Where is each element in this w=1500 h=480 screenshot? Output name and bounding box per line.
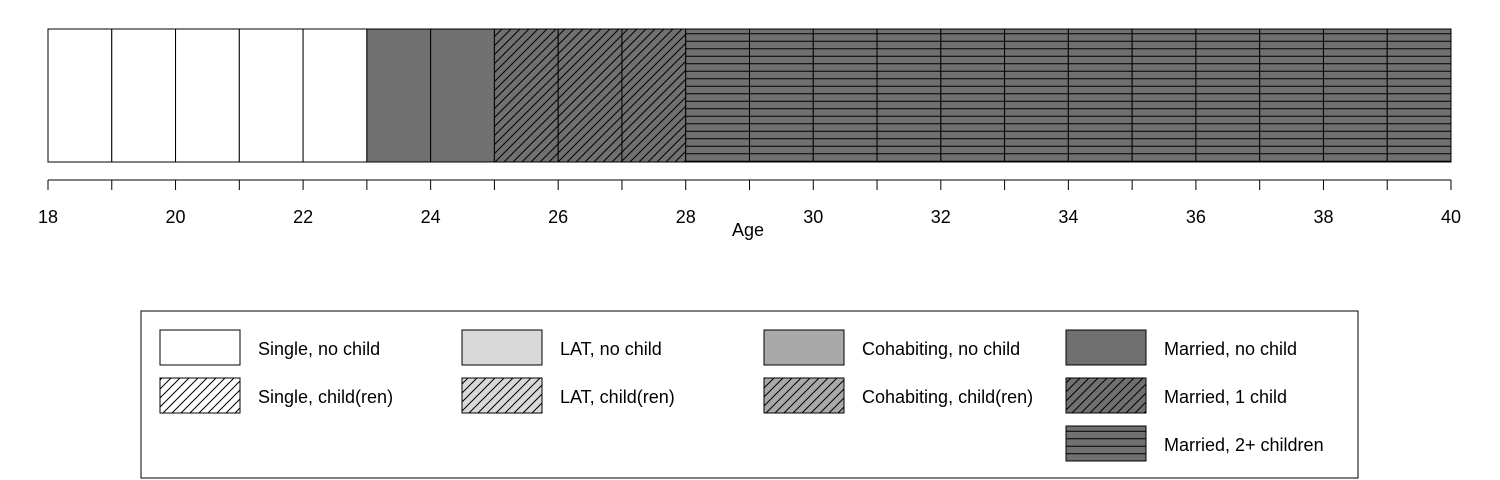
sequence-cell-hatch xyxy=(685,29,750,162)
sequence-cell-hatch xyxy=(749,29,814,162)
legend-item: Married, no child xyxy=(1065,329,1297,366)
legend-label: Married, 2+ children xyxy=(1164,435,1324,455)
x-tick-label: 36 xyxy=(1186,207,1206,227)
sequence-cell-hatch xyxy=(1068,29,1133,162)
sequence-cell xyxy=(557,28,623,163)
legend-item: LAT, no child xyxy=(461,329,662,366)
legend-label: Married, 1 child xyxy=(1164,387,1287,407)
x-tick-label: 32 xyxy=(931,207,951,227)
legend-swatch-border xyxy=(1065,377,1147,414)
sequence-cell xyxy=(621,28,687,163)
x-tick-label: 24 xyxy=(421,207,441,227)
x-axis-label: Age xyxy=(732,220,764,240)
legend-box xyxy=(140,310,1359,479)
legend-label: Married, no child xyxy=(1164,339,1297,359)
legend-swatch-fill xyxy=(764,330,844,365)
legend-item: Cohabiting, no child xyxy=(763,329,1020,366)
legend: Single, no child Single, child(ren) LAT, n… xyxy=(140,310,1359,479)
sequence-cell-fill xyxy=(430,29,495,162)
sequence-cell xyxy=(1386,28,1452,163)
sequence-cell xyxy=(940,28,1006,163)
sequence-cell-fill xyxy=(303,29,367,162)
x-tick-label: 40 xyxy=(1441,207,1461,227)
sequence-cell xyxy=(47,28,113,163)
x-tick-label: 22 xyxy=(293,207,313,227)
legend-label: Single, child(ren) xyxy=(258,387,393,407)
sequence-cell-hatch xyxy=(813,29,878,162)
legend-swatch-border xyxy=(461,377,543,414)
sequence-cell xyxy=(812,28,878,163)
sequence-cell-hatch xyxy=(494,29,559,162)
sequence-cell-hatch xyxy=(558,29,622,162)
sequence-cell xyxy=(749,28,814,163)
sequence-cell-hatch xyxy=(1387,29,1451,162)
sequence-cell xyxy=(1322,28,1388,163)
legend-swatch-hatch xyxy=(1066,378,1146,413)
legend-label: Cohabiting, child(ren) xyxy=(862,387,1033,407)
sequence-cell xyxy=(366,28,432,163)
sequence-cell xyxy=(1131,28,1197,163)
legend-swatch-border xyxy=(1065,425,1147,462)
sequence-cell-fill xyxy=(48,29,112,162)
sequence-cell xyxy=(111,28,177,163)
sequence-cell xyxy=(685,28,751,163)
x-axis: 18 20 22 24 26 28 30 32 34 36 38 40 xyxy=(38,179,1461,227)
sequence-cell-hatch xyxy=(621,29,686,162)
legend-swatch-border xyxy=(159,377,241,414)
legend-swatch-hatch xyxy=(160,378,240,413)
x-tick-label: 26 xyxy=(548,207,568,227)
sequence-cell-hatch xyxy=(1259,29,1324,162)
sequence-cell xyxy=(1067,28,1133,163)
sequence-cell-hatch xyxy=(877,29,941,162)
sequence-cell-fill xyxy=(111,29,176,162)
sequence-cell xyxy=(430,28,495,163)
sequence-cell xyxy=(1259,28,1324,163)
sequence-cell-hatch xyxy=(940,29,1005,162)
sequence-cell-hatch xyxy=(1323,29,1388,162)
sequence-cell-fill xyxy=(175,29,240,162)
sequence-bar xyxy=(47,28,1452,163)
legend-item: Cohabiting, child(ren) xyxy=(763,377,1033,414)
legend-swatch-hatch xyxy=(1066,426,1146,461)
legend-item: Single, no child xyxy=(159,329,380,366)
legend-swatch-border xyxy=(763,329,845,366)
sequence-cell xyxy=(1004,28,1069,163)
x-tick-label: 38 xyxy=(1313,207,1333,227)
sequence-cell-fill xyxy=(366,29,431,162)
x-tick-label: 28 xyxy=(676,207,696,227)
sequence-cell xyxy=(493,28,559,163)
legend-label: LAT, no child xyxy=(560,339,662,359)
sequence-cell xyxy=(175,28,240,163)
legend-item: LAT, child(ren) xyxy=(461,377,675,414)
sequence-cell xyxy=(876,28,942,163)
legend-swatch-border xyxy=(461,329,543,366)
x-tick-label: 34 xyxy=(1058,207,1078,227)
sequence-cell xyxy=(238,28,304,163)
legend-label: Single, no child xyxy=(258,339,380,359)
legend-swatch-fill xyxy=(1066,330,1146,365)
legend-swatch-border xyxy=(763,377,845,414)
legend-item: Single, child(ren) xyxy=(159,377,393,414)
sequence-cell-hatch xyxy=(1132,29,1196,162)
legend-item: Married, 1 child xyxy=(1065,377,1287,414)
legend-swatch-fill xyxy=(160,330,240,365)
legend-swatch-border xyxy=(1065,329,1147,366)
legend-swatch-fill xyxy=(462,330,542,365)
legend-item: Married, 2+ children xyxy=(1065,425,1324,462)
x-tick-label: 30 xyxy=(803,207,823,227)
sequence-cell-fill xyxy=(239,29,304,162)
legend-label: Cohabiting, no child xyxy=(862,339,1020,359)
sequence-cell-border xyxy=(1386,28,1452,163)
legend-swatch-hatch xyxy=(764,378,844,413)
legend-swatch-border xyxy=(159,329,241,366)
sequence-cell-hatch xyxy=(1004,29,1069,162)
sequence-cell xyxy=(302,28,368,163)
x-tick-label: 18 xyxy=(38,207,58,227)
legend-label: LAT, child(ren) xyxy=(560,387,675,407)
sequence-cell-hatch xyxy=(1195,29,1260,162)
sequence-cell xyxy=(1195,28,1261,163)
x-tick-label: 20 xyxy=(166,207,186,227)
legend-swatch-hatch xyxy=(462,378,542,413)
